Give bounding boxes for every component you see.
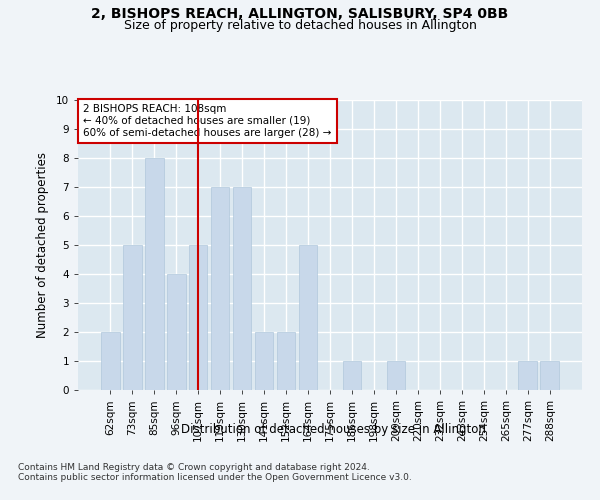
Bar — [189, 245, 208, 390]
Bar — [233, 187, 251, 390]
Bar — [255, 332, 274, 390]
Text: Distribution of detached houses by size in Allington: Distribution of detached houses by size … — [181, 422, 485, 436]
Bar — [123, 245, 142, 390]
Bar — [145, 158, 164, 390]
Bar — [167, 274, 185, 390]
Text: Contains public sector information licensed under the Open Government Licence v3: Contains public sector information licen… — [18, 474, 412, 482]
Text: Contains HM Land Registry data © Crown copyright and database right 2024.: Contains HM Land Registry data © Crown c… — [18, 464, 370, 472]
Text: Size of property relative to detached houses in Allington: Size of property relative to detached ho… — [124, 19, 476, 32]
Bar — [299, 245, 317, 390]
Bar — [277, 332, 295, 390]
Y-axis label: Number of detached properties: Number of detached properties — [36, 152, 49, 338]
Bar — [343, 361, 361, 390]
Text: 2, BISHOPS REACH, ALLINGTON, SALISBURY, SP4 0BB: 2, BISHOPS REACH, ALLINGTON, SALISBURY, … — [91, 8, 509, 22]
Bar — [101, 332, 119, 390]
Bar — [518, 361, 537, 390]
Text: 2 BISHOPS REACH: 108sqm
← 40% of detached houses are smaller (19)
60% of semi-de: 2 BISHOPS REACH: 108sqm ← 40% of detache… — [83, 104, 331, 138]
Bar — [211, 187, 229, 390]
Bar — [386, 361, 405, 390]
Bar — [541, 361, 559, 390]
